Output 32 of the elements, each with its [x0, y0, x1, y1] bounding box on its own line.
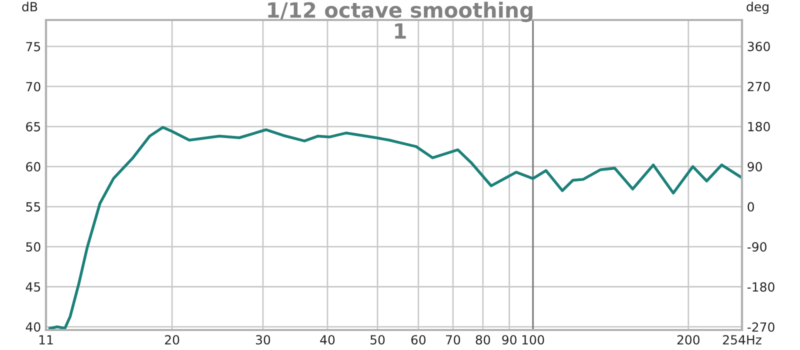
y2-tick-label: 0 — [748, 202, 754, 212]
y-tick-label: 55 — [26, 202, 40, 212]
y2-tick-label: -180 — [747, 282, 774, 292]
y-tick-label: 50 — [26, 242, 40, 252]
x-tick-label: 60 — [411, 335, 426, 345]
y2-axis-title: deg — [746, 2, 768, 14]
chart-subtitle: 1 — [395, 23, 406, 39]
y-tick-label: 60 — [26, 162, 40, 172]
chart-title: 1/12 octave smoothing — [268, 2, 532, 22]
y-tick-label: 70 — [26, 82, 40, 92]
y2-tick-label: 270 — [748, 82, 770, 92]
y-axis-title: dB — [22, 2, 38, 12]
x-tick-label: 70 — [446, 335, 460, 345]
x-tick-label: 100 — [522, 335, 544, 345]
x-tick-label: 254Hz — [723, 335, 762, 345]
x-tick-label: 11 — [39, 335, 53, 344]
x-tick-label: 50 — [370, 335, 385, 345]
x-tick-label: 90 — [502, 335, 516, 345]
x-tick-label: 200 — [677, 335, 700, 345]
x-tick-label: 80 — [476, 335, 490, 345]
x-tick-label: 20 — [165, 335, 180, 345]
x-tick-label: 40 — [320, 335, 335, 345]
y-tick-label: 65 — [26, 122, 40, 132]
y2-tick-label: -90 — [747, 242, 766, 252]
y2-tick-label: 90 — [748, 162, 762, 172]
y2-tick-label: 180 — [748, 122, 770, 132]
y-tick-label: 45 — [26, 282, 40, 292]
y-tick-label: 40 — [26, 322, 40, 332]
y2-tick-label: -270 — [747, 322, 774, 332]
y2-tick-label: 360 — [748, 42, 770, 52]
x-tick-label: 30 — [256, 335, 270, 345]
y-tick-label: 75 — [26, 42, 40, 52]
